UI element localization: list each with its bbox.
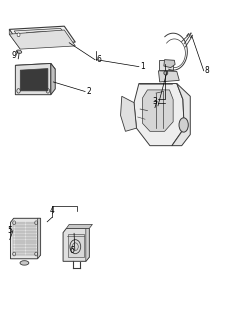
Text: 1: 1 xyxy=(140,62,145,71)
Text: 5: 5 xyxy=(8,226,12,235)
Text: 4: 4 xyxy=(50,206,55,215)
Polygon shape xyxy=(66,224,92,228)
Polygon shape xyxy=(158,71,179,82)
Polygon shape xyxy=(159,60,173,70)
Polygon shape xyxy=(164,60,175,68)
Polygon shape xyxy=(121,96,137,131)
Polygon shape xyxy=(86,228,89,261)
Ellipse shape xyxy=(20,261,29,265)
Polygon shape xyxy=(20,68,48,91)
Polygon shape xyxy=(11,218,41,259)
Polygon shape xyxy=(51,63,55,95)
Polygon shape xyxy=(15,63,55,71)
Polygon shape xyxy=(134,84,184,146)
Text: 6: 6 xyxy=(96,55,101,64)
Polygon shape xyxy=(14,28,70,44)
Circle shape xyxy=(17,33,20,37)
Polygon shape xyxy=(26,31,48,40)
Circle shape xyxy=(17,34,19,36)
Ellipse shape xyxy=(179,118,188,132)
Text: 6: 6 xyxy=(70,246,75,255)
Polygon shape xyxy=(172,84,190,146)
Polygon shape xyxy=(9,29,20,49)
Ellipse shape xyxy=(16,50,22,53)
Polygon shape xyxy=(63,228,89,261)
Polygon shape xyxy=(68,234,84,257)
Text: 7: 7 xyxy=(152,101,157,110)
Polygon shape xyxy=(15,63,51,95)
Polygon shape xyxy=(143,90,173,131)
Text: 3: 3 xyxy=(152,97,157,106)
Polygon shape xyxy=(37,218,41,259)
Ellipse shape xyxy=(164,71,168,75)
Polygon shape xyxy=(9,30,75,49)
Text: 8: 8 xyxy=(205,66,210,75)
Text: 9: 9 xyxy=(12,51,16,60)
Text: 2: 2 xyxy=(86,87,91,96)
Polygon shape xyxy=(9,26,75,45)
